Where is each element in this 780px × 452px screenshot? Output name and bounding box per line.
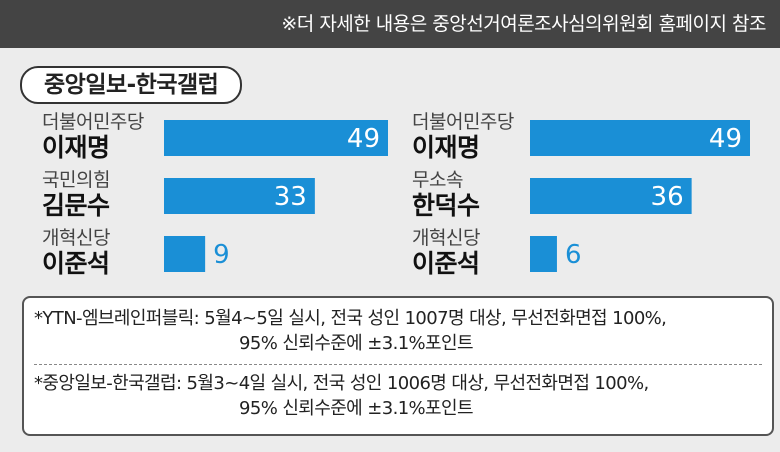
bar — [530, 120, 750, 156]
note-2-line-1: *중앙일보-한국갤럽: 5월3~4일 실시, 전국 성인 1006명 대상, 무… — [34, 373, 649, 394]
party-label: 더불어민주당 — [412, 111, 514, 133]
source-badge: 중앙일보-한국갤럽 — [20, 66, 243, 104]
note-1-line-1: *YTN-엠브레인퍼블릭: 5월4~5일 실시, 전국 성인 1007명 대상,… — [34, 308, 667, 329]
bar-value-label: 49 — [347, 124, 380, 154]
bar — [164, 236, 206, 272]
candidate-label: 한덕수 — [412, 191, 480, 220]
bar-value-label: 33 — [274, 182, 307, 212]
notes-divider — [34, 364, 762, 365]
bar-value-label: 49 — [709, 124, 742, 154]
party-label: 더불어민주당 — [42, 111, 144, 133]
bar — [164, 178, 315, 214]
bar-value-label: 6 — [565, 240, 582, 270]
party-label: 개혁신당 — [42, 227, 110, 249]
note-1-line-2: 95% 신뢰수준에 ±3.1%포인트 — [239, 333, 474, 354]
party-label: 개혁신당 — [412, 227, 480, 249]
header-bar: ※더 자세한 내용은 중앙선거여론조사심의위원회 홈페이지 참조 — [0, 0, 780, 48]
bar — [530, 236, 557, 272]
candidate-label: 이준석 — [42, 249, 110, 278]
chart-right: 더불어민주당 이재명 49 무소속 한덕수 36 개혁신당 이준석 6 — [370, 110, 770, 280]
candidate-label: 이재명 — [412, 133, 480, 162]
party-label: 무소속 — [412, 169, 463, 191]
chart-left: 더불어민주당 이재명 49 국민의힘 김문수 33 개혁신당 이준석 9 — [0, 110, 390, 280]
bar — [530, 178, 692, 214]
bar-value-label: 9 — [213, 240, 230, 270]
header-note: ※더 자세한 내용은 중앙선거여론조사심의위원회 홈페이지 참조 — [281, 13, 766, 35]
party-label: 국민의힘 — [42, 169, 110, 191]
bar-value-label: 36 — [651, 182, 684, 212]
notes-box: *YTN-엠브레인퍼블릭: 5월4~5일 실시, 전국 성인 1007명 대상,… — [22, 296, 774, 436]
candidate-label: 이재명 — [42, 133, 110, 162]
bar — [164, 120, 388, 156]
candidate-label: 이준석 — [412, 249, 480, 278]
candidate-label: 김문수 — [42, 191, 110, 220]
note-2-line-2: 95% 신뢰수준에 ±3.1%포인트 — [239, 398, 474, 419]
